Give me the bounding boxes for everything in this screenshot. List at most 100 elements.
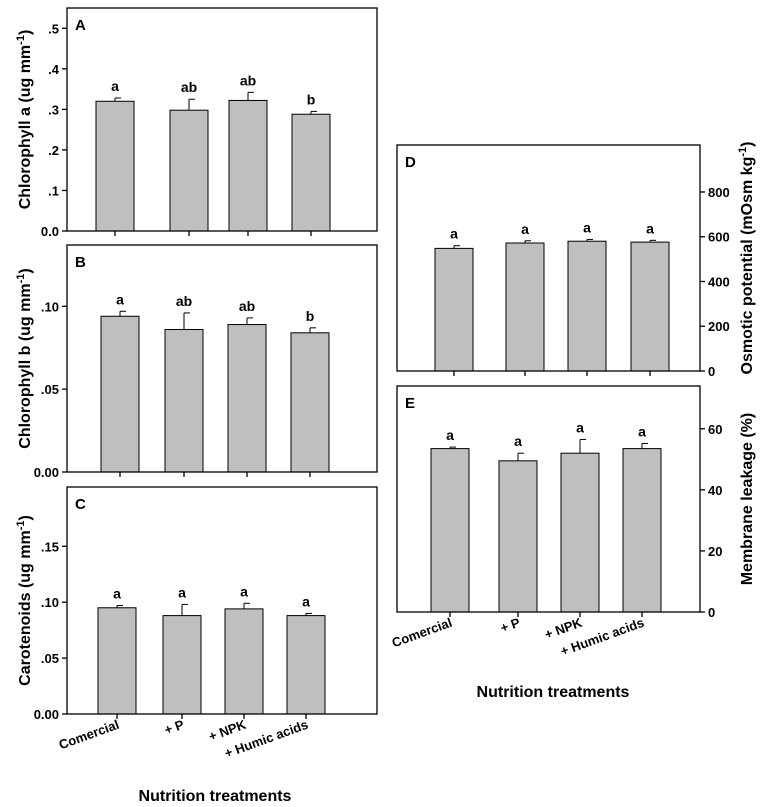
y-axis-title: Membrane leakage (%) (739, 413, 756, 586)
bar (227, 324, 267, 473)
significance-letter: a (446, 427, 454, 443)
panel-label: E (405, 395, 415, 412)
y-tick-label: 0 (708, 364, 715, 379)
y-axis-title-exponent: -1 (737, 147, 749, 157)
bar (567, 240, 607, 372)
x-tick-label: Comercial (57, 717, 121, 753)
bar (100, 315, 140, 473)
y-tick-label: .05 (41, 382, 59, 397)
plot-frame (396, 144, 701, 372)
bar (630, 241, 670, 372)
bar (224, 608, 264, 715)
significance-letter: a (116, 291, 124, 307)
y-axis-title-close: ) (17, 515, 34, 520)
y-tick-label: .4 (48, 62, 60, 77)
left-x-axis-title: Nutrition treatments (139, 788, 292, 805)
y-tick-label: 40 (708, 483, 722, 498)
significance-letter: a (450, 226, 458, 242)
y-axis-title-exponent: -1 (15, 274, 27, 284)
panel-label: D (405, 154, 416, 171)
significance-letter: b (307, 91, 316, 107)
panel-label: B (75, 254, 86, 271)
y-tick-label: 0 (708, 605, 715, 620)
significance-letter: ab (181, 79, 197, 95)
y-tick-label: 0.0 (41, 224, 59, 239)
significance-letter: a (178, 584, 186, 600)
y-axis-title-text: Chlorophyll b (ug mm (17, 283, 34, 448)
significance-letter: a (583, 219, 591, 235)
bar (290, 332, 330, 473)
y-tick-label: .3 (48, 102, 59, 117)
y-tick-label: .1 (48, 183, 59, 198)
bar (228, 99, 268, 232)
plot-frame (66, 486, 378, 715)
y-tick-label: 60 (708, 422, 722, 437)
x-tick-label: + P (498, 615, 522, 636)
bar (286, 615, 326, 715)
y-axis-title-exponent: -1 (15, 520, 27, 530)
y-tick-label: 800 (708, 185, 730, 200)
y-tick-label: 200 (708, 319, 730, 334)
bar (291, 113, 331, 232)
y-axis-title: Chlorophyll a (ug mm-1) (15, 30, 34, 210)
x-tick-label: Comercial (390, 615, 454, 651)
y-axis-title: Chlorophyll b (ug mm-1) (15, 268, 34, 448)
y-tick-label: .2 (48, 143, 59, 158)
y-axis-title-text: Osmotic potential (mOsm kg (739, 157, 756, 375)
bar (622, 448, 662, 613)
y-axis-title-close: ) (739, 142, 756, 147)
bar (430, 448, 470, 613)
bar (434, 247, 474, 372)
y-tick-label: .15 (41, 539, 59, 554)
bar (95, 100, 135, 232)
plot-frame (66, 7, 378, 232)
significance-letter: a (113, 586, 121, 602)
y-axis-title: Osmotic potential (mOsm kg-1) (737, 142, 756, 375)
panel-label: A (75, 17, 86, 34)
significance-letter: a (638, 423, 646, 439)
plot-frame (66, 244, 378, 473)
y-tick-label: 0.00 (34, 707, 59, 722)
y-tick-label: .5 (48, 21, 59, 36)
bar (560, 452, 600, 613)
y-axis-title-text: Chlorophyll a (ug mm (17, 45, 34, 209)
significance-letter: ab (176, 293, 192, 309)
y-tick-label: 20 (708, 544, 722, 559)
x-tick-label: + P (162, 717, 186, 738)
y-tick-label: .10 (41, 299, 59, 314)
plot-frame (396, 385, 701, 613)
y-axis-title-exponent: -1 (15, 35, 27, 45)
y-tick-label: 400 (708, 274, 730, 289)
panel-a: a ab ab b 0.0 .1 .2 .3 .4 .5 A Chlorophyll a (ug mm… (15, 7, 378, 239)
y-tick-label: 0.00 (34, 465, 59, 480)
bar (169, 109, 209, 232)
significance-letter: ab (240, 72, 256, 88)
y-tick-label: .10 (41, 595, 59, 610)
significance-letter: ab (239, 298, 255, 314)
bar (498, 460, 538, 613)
significance-letter: a (514, 433, 522, 449)
significance-letter: a (576, 419, 584, 435)
y-axis-title-close: ) (17, 30, 34, 35)
panel-label: C (75, 496, 86, 513)
significance-letter: b (306, 308, 315, 324)
significance-letter: a (521, 221, 529, 237)
right-x-axis-title: Nutrition treatments (477, 684, 630, 701)
significance-letter: a (111, 78, 119, 94)
bar (505, 242, 545, 372)
significance-letter: a (302, 593, 310, 609)
y-tick-label: 600 (708, 230, 730, 245)
y-axis-title-close: ) (17, 268, 34, 273)
panel-b: a ab ab b 0.00 .05 .10 B Chlorophyll b (ug mm-1) (15, 244, 378, 480)
significance-letter: a (240, 583, 248, 599)
significance-letter: a (646, 220, 654, 236)
bar (97, 607, 137, 715)
y-axis-title: Carotenoids (ug mm-1) (15, 515, 34, 686)
y-axis-title-text: Carotenoids (ug mm (17, 530, 34, 686)
y-axis-title-text: Membrane leakage (%) (739, 413, 756, 586)
y-tick-label: .05 (41, 651, 59, 666)
bar (162, 615, 202, 715)
